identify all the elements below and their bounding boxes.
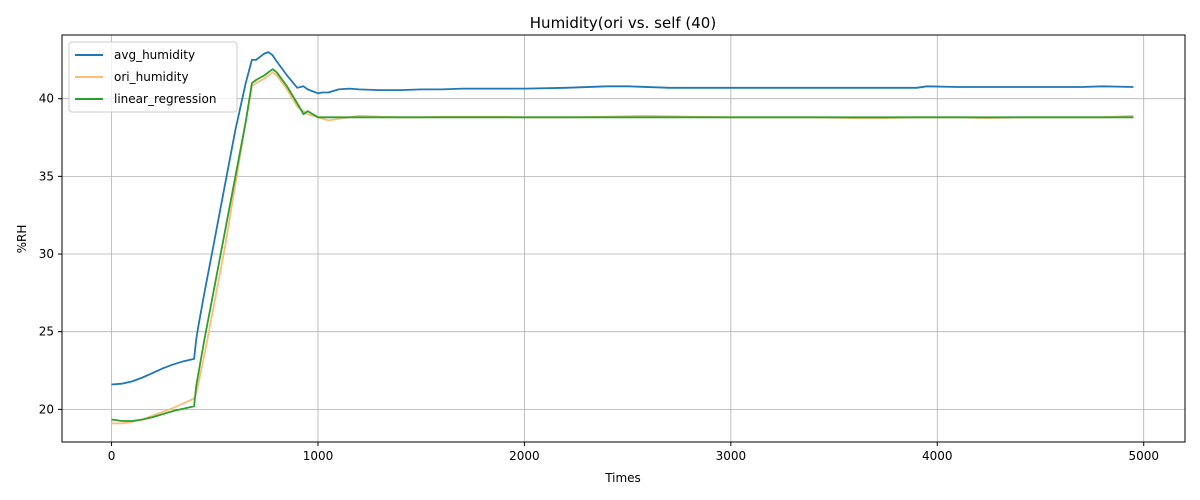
x-axis-title: Times — [604, 471, 641, 485]
x-tick-label: 3000 — [716, 449, 747, 463]
y-tick-label: 25 — [39, 325, 54, 339]
y-tick-label: 20 — [39, 402, 54, 416]
legend-label-linear-regression: linear_regression — [114, 92, 216, 106]
plot-area-frame — [61, 34, 1186, 443]
series-line-avg-humidity — [111, 51, 1134, 386]
x-tick-label: 5000 — [1128, 449, 1159, 463]
x-tick-label: 0 — [108, 449, 116, 463]
x-tick-label: 1000 — [303, 449, 334, 463]
y-tick-label: 30 — [39, 247, 54, 261]
legend: avg_humidity ori_humidity linear_regress… — [68, 41, 238, 113]
y-axis-title: %RH — [15, 225, 29, 254]
axis-ticks: 0 1000 2000 3000 4000 5000 20 25 30 35 40 — [39, 92, 1159, 463]
legend-box — [68, 41, 238, 113]
x-tick-label: 2000 — [509, 449, 540, 463]
y-tick-label: 35 — [39, 169, 54, 183]
y-tick-label: 40 — [39, 92, 54, 106]
legend-label-ori-humidity: ori_humidity — [114, 70, 189, 84]
chart-title: Humidity(ori vs. self (40) — [530, 14, 716, 32]
x-tick-label: 4000 — [922, 449, 953, 463]
series-line-linear-regression — [111, 68, 1134, 422]
legend-label-avg-humidity: avg_humidity — [114, 48, 195, 62]
series-lines — [111, 51, 1134, 425]
